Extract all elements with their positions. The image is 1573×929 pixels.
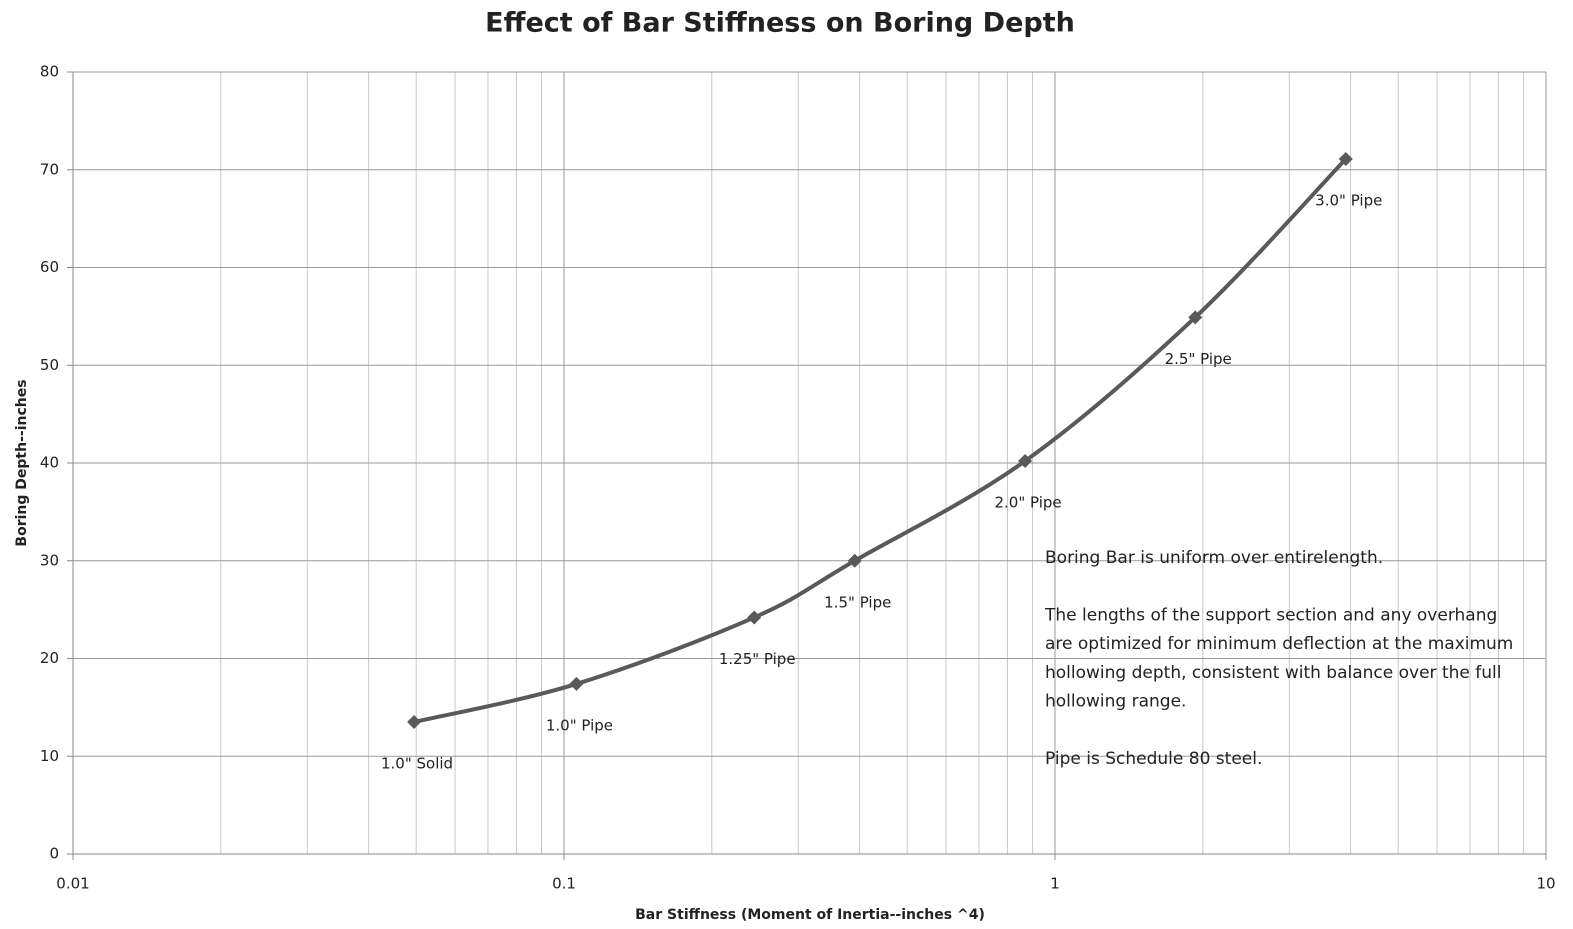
marker [847, 553, 862, 568]
chart-title: Effect of Bar Stiffness on Boring Depth [485, 8, 1075, 39]
y-tick-label: 50 [40, 356, 59, 374]
point-label: 1.0" Pipe [546, 716, 613, 734]
point-label: 2.0" Pipe [994, 494, 1061, 512]
y-axis-label: Boring Depth--inches [14, 379, 30, 546]
point-label: 1.25" Pipe [719, 650, 796, 668]
y-tick-label: 0 [49, 845, 59, 863]
annotation: hollowing range. [1045, 692, 1186, 712]
x-tick-label: 0.01 [56, 875, 89, 893]
y-tick-label: 30 [40, 551, 59, 569]
x-tick-label: 1 [1050, 875, 1060, 893]
y-tick-label: 10 [40, 747, 59, 765]
y-tick-label: 80 [40, 63, 59, 81]
x-tick-label: 10 [1536, 875, 1555, 893]
y-tick-label: 40 [40, 454, 59, 472]
marker [1188, 310, 1203, 325]
y-tick-label: 70 [40, 160, 59, 178]
marker [1338, 151, 1353, 166]
annotation: Boring Bar is uniform over entirelength. [1045, 548, 1383, 568]
y-tick-label: 20 [40, 649, 59, 667]
y-tick-label: 60 [40, 258, 59, 276]
point-label: 2.5" Pipe [1165, 350, 1232, 368]
annotation: The lengths of the support section and a… [1044, 605, 1497, 625]
annotation: are optimized for minimum deflection at … [1045, 634, 1513, 654]
x-tick-label: 0.1 [552, 875, 576, 893]
annotation: Pipe is Schedule 80 steel. [1045, 749, 1262, 769]
marker [407, 715, 422, 730]
x-axis-label: Bar Stiffness (Moment of Inertia--inches… [635, 907, 985, 923]
point-label: 3.0" Pipe [1315, 191, 1382, 209]
marker [747, 610, 762, 625]
marker [1018, 454, 1033, 469]
annotation: hollowing depth, consistent with balance… [1045, 663, 1501, 683]
point-label: 1.0" Solid [381, 755, 453, 773]
point-label: 1.5" Pipe [824, 593, 891, 611]
marker [569, 676, 584, 691]
